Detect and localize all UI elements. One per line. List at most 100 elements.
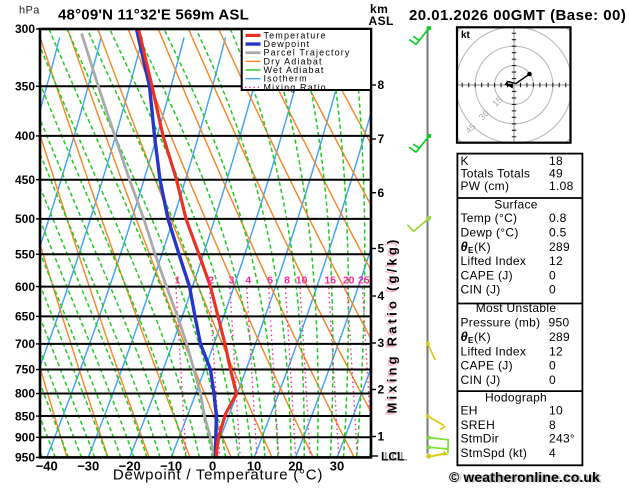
svg-text:0: 0 [209,459,216,474]
svg-text:km: km [370,2,388,16]
svg-text:950: 950 [549,316,570,330]
svg-text:Lifted Index: Lifted Index [461,254,527,268]
svg-text:49: 49 [549,167,563,181]
svg-text:Dewpoint: Dewpoint [264,39,311,49]
svg-text:243°: 243° [549,432,575,446]
svg-text:1: 1 [378,430,385,444]
svg-text:Dewpoint / Temperature (°C): Dewpoint / Temperature (°C) [113,467,323,484]
svg-text:Mixing Ratio (g/kg): Mixing Ratio (g/kg) [385,236,400,413]
svg-text:2: 2 [378,383,385,397]
svg-text:−30: −30 [77,459,99,474]
svg-text:8: 8 [378,78,385,92]
svg-text:650: 650 [15,310,35,324]
svg-text:950: 950 [15,451,35,465]
svg-text:LCL: LCL [384,450,407,464]
svg-text:CIN (J): CIN (J) [461,282,501,296]
svg-text:−10: −10 [160,459,182,474]
svg-text:4: 4 [378,289,385,303]
svg-text:−40: −40 [36,459,58,474]
svg-text:kt: kt [461,30,471,41]
svg-text:(K): (K) [474,240,491,254]
svg-text:0.8: 0.8 [549,211,567,225]
svg-text:800: 800 [15,387,35,401]
svg-text:2: 2 [208,275,214,287]
svg-text:20.01.2026 00GMT (Base: 00): 20.01.2026 00GMT (Base: 00) [409,7,626,24]
svg-text:3: 3 [378,336,385,350]
svg-text:ASL: ASL [369,14,394,28]
svg-text:30: 30 [477,108,491,122]
svg-text:289: 289 [549,240,570,254]
svg-text:6: 6 [378,186,385,200]
svg-text:1: 1 [175,275,181,287]
svg-text:289: 289 [549,330,570,344]
svg-text:(K): (K) [474,330,491,344]
svg-text:10: 10 [247,459,261,474]
svg-text:StmSpd (kt): StmSpd (kt) [461,446,528,460]
svg-text:500: 500 [15,212,35,226]
svg-text:Pressure (mb): Pressure (mb) [461,316,541,330]
svg-text:30: 30 [330,459,344,474]
svg-text:StmDir: StmDir [461,432,499,446]
svg-text:25: 25 [358,275,370,287]
svg-text:0: 0 [549,373,556,387]
svg-text:700: 700 [15,337,35,351]
svg-text:E: E [468,336,474,345]
svg-text:CAPE (J): CAPE (J) [461,268,513,282]
svg-text:Isotherm: Isotherm [264,74,308,84]
svg-text:Dry Adiabat: Dry Adiabat [264,56,323,66]
svg-text:12: 12 [549,254,563,268]
svg-text:θ: θ [461,239,468,254]
svg-text:CIN (J): CIN (J) [461,373,501,387]
svg-text:45: 45 [463,121,477,135]
svg-text:0: 0 [549,268,556,282]
svg-text:10: 10 [549,404,563,418]
svg-text:1.08: 1.08 [549,179,574,193]
svg-text:8: 8 [549,418,556,432]
svg-text:0: 0 [549,282,556,296]
svg-text:PW (cm): PW (cm) [461,179,510,193]
svg-text:Dewp (°C): Dewp (°C) [461,225,519,239]
svg-text:0: 0 [549,359,556,373]
svg-text:Mixing Ratio: Mixing Ratio [264,82,327,92]
svg-text:© weatheronline.co.uk: © weatheronline.co.uk [451,470,602,486]
svg-text:15: 15 [324,275,336,287]
svg-text:20: 20 [288,459,302,474]
svg-text:Mixing Ratio (g/kg): Mixing Ratio (g/kg) [383,238,398,415]
svg-text:Wet Adiabat: Wet Adiabat [264,65,325,75]
svg-text:48°09'N 11°32'E 569m ASL: 48°09'N 11°32'E 569m ASL [58,7,249,24]
svg-text:CAPE (J): CAPE (J) [461,359,513,373]
svg-text:EH: EH [461,404,478,418]
svg-text:300: 300 [15,22,35,36]
svg-text:4: 4 [245,275,251,287]
svg-text:400: 400 [15,129,35,143]
svg-text:550: 550 [15,247,35,261]
svg-text:850: 850 [15,409,35,423]
svg-text:20: 20 [343,275,355,287]
svg-text:18: 18 [549,154,563,168]
svg-text:Temp (°C): Temp (°C) [461,211,518,225]
svg-text:4: 4 [549,446,556,460]
svg-text:12: 12 [549,344,563,358]
svg-text:E: E [468,246,474,255]
svg-text:900: 900 [15,431,35,445]
svg-text:Lifted Index: Lifted Index [461,344,527,358]
svg-text:6: 6 [267,275,273,287]
svg-text:−20: −20 [119,459,141,474]
svg-text:© weatheronline.co.uk: © weatheronline.co.uk [449,469,600,485]
svg-text:750: 750 [15,363,35,377]
svg-text:θ: θ [461,329,468,344]
svg-text:hPa: hPa [19,5,40,17]
svg-text:Totals Totals: Totals Totals [461,167,531,181]
svg-text:Most Unstable: Most Unstable [476,301,557,315]
svg-text:8: 8 [284,275,290,287]
svg-text:600: 600 [15,280,35,294]
svg-text:7: 7 [378,132,385,146]
svg-text:Parcel Trajectory: Parcel Trajectory [264,48,351,58]
svg-text:15: 15 [490,95,504,109]
svg-text:10: 10 [296,275,308,287]
svg-text:Hodograph: Hodograph [485,390,547,404]
svg-text:Temperature: Temperature [264,30,327,40]
svg-text:LCL: LCL [381,450,404,464]
svg-text:SREH: SREH [461,418,496,432]
svg-text:K: K [461,154,469,168]
